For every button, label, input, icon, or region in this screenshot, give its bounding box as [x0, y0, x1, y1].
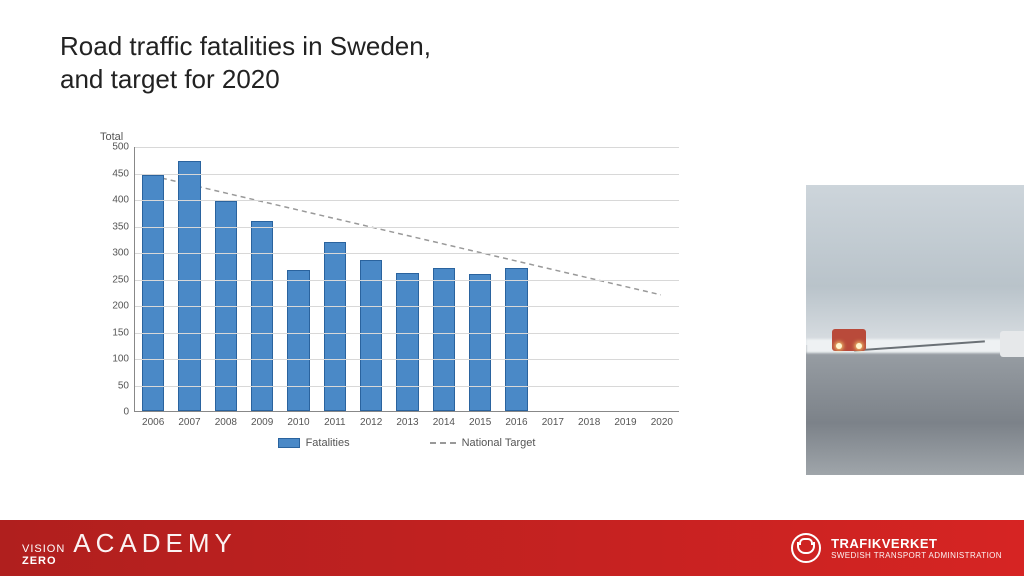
x-tick-label: 2018	[578, 417, 600, 428]
x-tick-label: 2008	[215, 417, 237, 428]
x-tick-label: 2014	[433, 417, 455, 428]
gridline	[135, 227, 679, 228]
y-tick-label: 300	[112, 248, 129, 259]
photo-car-white	[1000, 331, 1024, 357]
slide: Road traffic fatalities in Sweden, and t…	[0, 0, 1024, 576]
legend: Fatalities National Target	[134, 437, 679, 449]
y-tick-label: 500	[112, 142, 129, 153]
bar-2007	[178, 161, 201, 411]
x-tick-label: 2009	[251, 417, 273, 428]
x-tick-label: 2015	[469, 417, 491, 428]
bar-2010	[287, 270, 310, 411]
y-tick-label: 100	[112, 354, 129, 365]
legend-item-fatalities: Fatalities	[278, 437, 350, 449]
x-tick-label: 2020	[651, 417, 673, 428]
gridline	[135, 200, 679, 201]
x-tick-label: 2019	[614, 417, 636, 428]
x-tick-label: 2013	[396, 417, 418, 428]
x-tick-label: 2006	[142, 417, 164, 428]
trafikverket-name: TRAFIKVERKET	[831, 536, 1002, 551]
y-tick-label: 400	[112, 195, 129, 206]
gridline	[135, 174, 679, 175]
x-tick-label: 2016	[505, 417, 527, 428]
brand-academy: ACADEMY	[73, 528, 237, 559]
photo-road	[806, 345, 1024, 476]
gridline	[135, 253, 679, 254]
y-tick-label: 250	[112, 274, 129, 285]
trafikverket-text: TRAFIKVERKET SWEDISH TRANSPORT ADMINISTR…	[831, 536, 1002, 560]
y-tick-label: 200	[112, 301, 129, 312]
bar-2015	[469, 274, 492, 411]
bar-2012	[360, 260, 383, 411]
y-tick-label: 150	[112, 327, 129, 338]
brand-vision-zero-academy: VISION ZERO ACADEMY	[22, 528, 237, 567]
brand-trafikverket: TRAFIKVERKET SWEDISH TRANSPORT ADMINISTR…	[791, 533, 1002, 563]
bar-2006	[142, 175, 165, 411]
legend-item-target: National Target	[430, 437, 536, 449]
bar-2014	[433, 268, 456, 411]
photo-car-red	[832, 329, 866, 351]
y-tick-label: 450	[112, 168, 129, 179]
legend-swatch-bar	[278, 438, 300, 448]
x-tick-label: 2012	[360, 417, 382, 428]
trafikverket-sub: SWEDISH TRANSPORT ADMINISTRATION	[831, 551, 1002, 560]
x-tick-label: 2017	[542, 417, 564, 428]
brand-zero: ZERO	[22, 556, 65, 568]
gridline	[135, 306, 679, 307]
trafikverket-logo-icon	[791, 533, 821, 563]
plot-area: 0501001502002503003504004505002006200720…	[134, 147, 679, 412]
y-tick-label: 0	[123, 407, 129, 418]
bar-2009	[251, 221, 274, 411]
bar-2013	[396, 273, 419, 411]
y-tick-label: 350	[112, 221, 129, 232]
legend-label-target: National Target	[462, 437, 536, 449]
page-title: Road traffic fatalities in Sweden, and t…	[60, 30, 431, 95]
y-tick-label: 50	[118, 380, 129, 391]
gridline	[135, 386, 679, 387]
gridline	[135, 359, 679, 360]
brand-vision-zero: VISION ZERO	[22, 544, 65, 567]
x-tick-label: 2011	[324, 417, 346, 428]
side-photo	[806, 185, 1024, 475]
legend-label-fatalities: Fatalities	[306, 437, 350, 449]
footer-bar: VISION ZERO ACADEMY TRAFIKVERKET SWEDISH…	[0, 520, 1024, 576]
x-tick-label: 2010	[287, 417, 309, 428]
bar-2016	[505, 268, 528, 411]
gridline	[135, 147, 679, 148]
gridline	[135, 280, 679, 281]
title-line-2: and target for 2020	[60, 64, 280, 94]
gridline	[135, 333, 679, 334]
fatalities-chart: Total 0501001502002503003504004505002006…	[100, 135, 690, 465]
legend-swatch-dash	[430, 442, 456, 444]
title-line-1: Road traffic fatalities in Sweden,	[60, 31, 431, 61]
x-tick-label: 2007	[178, 417, 200, 428]
